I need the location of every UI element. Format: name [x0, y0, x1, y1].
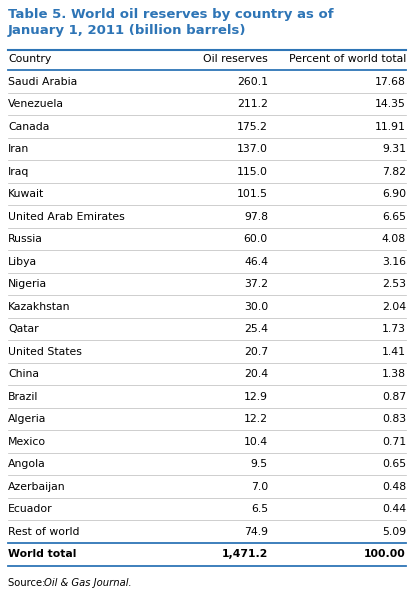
- Text: 46.4: 46.4: [243, 257, 267, 266]
- Text: 11.91: 11.91: [374, 121, 405, 132]
- Text: 211.2: 211.2: [237, 99, 267, 109]
- Text: 6.65: 6.65: [381, 212, 405, 222]
- Text: 0.65: 0.65: [381, 459, 405, 469]
- Text: 12.2: 12.2: [243, 414, 267, 424]
- Text: 1.38: 1.38: [381, 369, 405, 379]
- Text: 2.53: 2.53: [381, 279, 405, 289]
- Text: 0.44: 0.44: [381, 504, 405, 514]
- Text: 6.90: 6.90: [381, 189, 405, 199]
- Text: Oil & Gas Journal.: Oil & Gas Journal.: [44, 578, 131, 588]
- Text: 60.0: 60.0: [243, 234, 267, 244]
- Text: 115.0: 115.0: [236, 167, 267, 177]
- Text: Table 5. World oil reserves by country as of: Table 5. World oil reserves by country a…: [8, 8, 333, 21]
- Text: Saudi Arabia: Saudi Arabia: [8, 76, 77, 87]
- Text: Iran: Iran: [8, 144, 29, 154]
- Text: 5.09: 5.09: [381, 527, 405, 537]
- Text: World total: World total: [8, 549, 76, 559]
- Text: 6.5: 6.5: [250, 504, 267, 514]
- Text: Azerbaijan: Azerbaijan: [8, 482, 66, 492]
- Text: 1,471.2: 1,471.2: [221, 549, 267, 559]
- Text: 20.7: 20.7: [243, 347, 267, 357]
- Text: 4.08: 4.08: [381, 234, 405, 244]
- Text: 0.87: 0.87: [381, 392, 405, 402]
- Text: Brazil: Brazil: [8, 392, 38, 402]
- Text: Mexico: Mexico: [8, 436, 46, 447]
- Text: 3.16: 3.16: [381, 257, 405, 266]
- Text: 9.31: 9.31: [381, 144, 405, 154]
- Text: 260.1: 260.1: [236, 76, 267, 87]
- Text: 37.2: 37.2: [243, 279, 267, 289]
- Text: Rest of world: Rest of world: [8, 527, 79, 537]
- Text: Russia: Russia: [8, 234, 43, 244]
- Text: United Arab Emirates: United Arab Emirates: [8, 212, 124, 222]
- Text: Qatar: Qatar: [8, 324, 38, 334]
- Text: Venezuela: Venezuela: [8, 99, 64, 109]
- Text: Source:: Source:: [8, 578, 48, 588]
- Text: 0.83: 0.83: [381, 414, 405, 424]
- Text: Ecuador: Ecuador: [8, 504, 52, 514]
- Text: 17.68: 17.68: [374, 76, 405, 87]
- Text: 0.71: 0.71: [381, 436, 405, 447]
- Text: 175.2: 175.2: [237, 121, 267, 132]
- Text: Iraq: Iraq: [8, 167, 29, 177]
- Text: 10.4: 10.4: [243, 436, 267, 447]
- Text: 1.73: 1.73: [381, 324, 405, 334]
- Text: Nigeria: Nigeria: [8, 279, 47, 289]
- Text: 14.35: 14.35: [374, 99, 405, 109]
- Text: 74.9: 74.9: [243, 527, 267, 537]
- Text: 7.82: 7.82: [381, 167, 405, 177]
- Text: Libya: Libya: [8, 257, 37, 266]
- Text: 137.0: 137.0: [236, 144, 267, 154]
- Text: 100.00: 100.00: [363, 549, 405, 559]
- Text: 12.9: 12.9: [243, 392, 267, 402]
- Text: Oil reserves: Oil reserves: [203, 54, 267, 64]
- Text: 97.8: 97.8: [243, 212, 267, 222]
- Text: 2.04: 2.04: [381, 302, 405, 312]
- Text: 1.41: 1.41: [381, 347, 405, 357]
- Text: 7.0: 7.0: [250, 482, 267, 492]
- Text: Angola: Angola: [8, 459, 46, 469]
- Text: China: China: [8, 369, 39, 379]
- Text: Algeria: Algeria: [8, 414, 46, 424]
- Text: Percent of world total: Percent of world total: [288, 54, 405, 64]
- Text: January 1, 2011 (billion barrels): January 1, 2011 (billion barrels): [8, 24, 246, 37]
- Text: Kuwait: Kuwait: [8, 189, 44, 199]
- Text: 101.5: 101.5: [236, 189, 267, 199]
- Text: 30.0: 30.0: [243, 302, 267, 312]
- Text: Kazakhstan: Kazakhstan: [8, 302, 70, 312]
- Text: Canada: Canada: [8, 121, 49, 132]
- Text: United States: United States: [8, 347, 82, 357]
- Text: 9.5: 9.5: [250, 459, 267, 469]
- Text: 20.4: 20.4: [243, 369, 267, 379]
- Text: 25.4: 25.4: [243, 324, 267, 334]
- Text: Country: Country: [8, 54, 51, 64]
- Text: 0.48: 0.48: [381, 482, 405, 492]
